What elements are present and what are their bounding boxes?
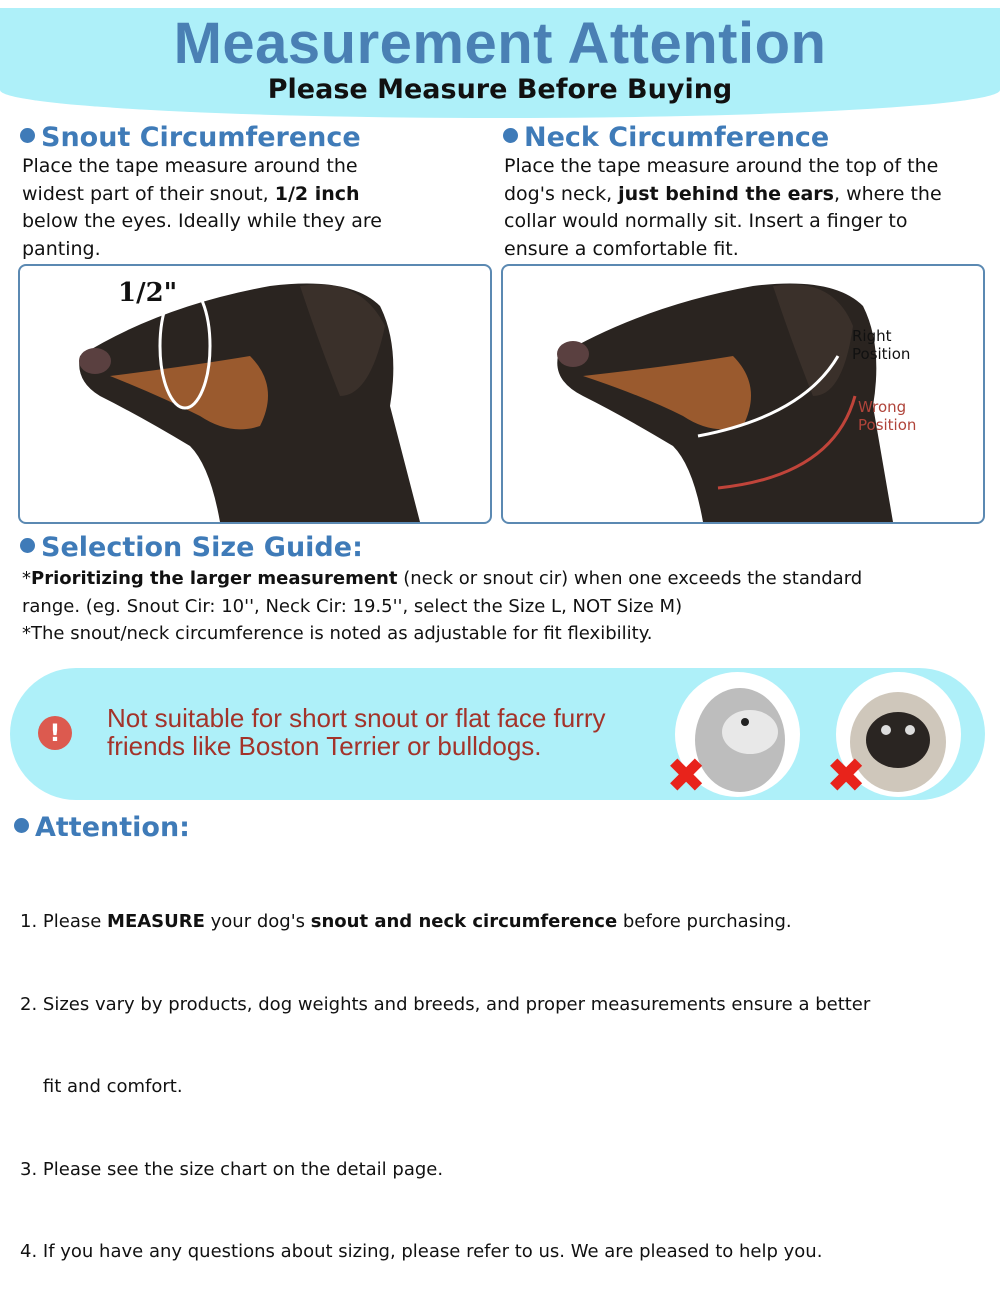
doberman-neck-image <box>557 283 893 522</box>
snout-description: Place the tape measure around the widest… <box>22 153 382 263</box>
text: collar would normally sit. Insert a fing… <box>504 210 908 232</box>
neck-heading: Neck Circumference <box>503 122 829 153</box>
text: * <box>22 568 31 589</box>
snout-photo <box>18 264 492 524</box>
bulldog-image <box>675 672 800 797</box>
snout-heading: Snout Circumference <box>20 122 361 153</box>
list-item: 2. Sizes vary by products, dog weights a… <box>20 993 871 1015</box>
attention-list: 1. Please MEASURE your dog's snout and n… <box>20 853 870 1293</box>
pug-picture <box>850 692 946 792</box>
page-subtitle: Please Measure Before Buying <box>267 74 733 105</box>
doberman-snout-image <box>79 282 420 522</box>
cross-icon: ✖ <box>826 748 867 804</box>
text: range. (eg. Snout Cir: 10'', Neck Cir: 1… <box>22 595 683 617</box>
list-item: fit and comfort. <box>20 1076 183 1097</box>
snout-heading-text: Snout Circumference <box>41 122 361 153</box>
attention-heading: Attention: <box>14 812 190 843</box>
neck-heading-text: Neck Circumference <box>524 122 830 153</box>
wrong-position-label: Wrong Position <box>858 398 916 434</box>
text: Place the tape measure around the top of… <box>504 155 939 177</box>
right-position-label: Right Position <box>852 327 910 363</box>
header-band <box>0 8 1000 118</box>
text: *The snout/neck circumference is noted a… <box>22 623 653 644</box>
bulldog-picture <box>695 688 785 792</box>
text: Right <box>852 327 892 345</box>
bold-text: 1/2 inch <box>274 182 360 205</box>
text: Not suitable for short snout or flat fac… <box>107 703 606 733</box>
text: friends like Boston Terrier or bulldogs. <box>107 731 542 761</box>
size-guide-text: *Prioritizing the larger measurement (ne… <box>22 565 862 648</box>
text: , where the <box>833 182 942 205</box>
bullet-icon <box>20 128 35 143</box>
page-title: Measurement Attention <box>173 11 827 76</box>
text: Place the tape measure around the <box>22 155 358 177</box>
bullet-icon <box>14 818 29 833</box>
half-inch-label: 1/2" <box>118 278 178 308</box>
text: Position <box>858 416 917 434</box>
list-item: 3. Please see the size chart on the deta… <box>20 1158 444 1180</box>
warning-text: Not suitable for short snout or flat fac… <box>107 704 606 760</box>
size-guide-heading-text: Selection Size Guide: <box>41 532 363 563</box>
neck-photo <box>501 264 985 524</box>
warning-banner <box>10 668 985 800</box>
pug-image <box>836 672 961 797</box>
bullet-icon <box>20 538 35 553</box>
size-guide-heading: Selection Size Guide: <box>20 532 363 563</box>
text: (neck or snout cir) when one exceeds the… <box>397 568 863 589</box>
text: panting. <box>22 237 101 260</box>
bullet-icon <box>503 128 518 143</box>
cross-icon: ✖ <box>666 748 707 804</box>
text: dog's neck, <box>504 182 619 205</box>
text: below the eyes. Ideally while they are <box>22 210 382 232</box>
list-item: 4. If you have any questions about sizin… <box>20 1241 823 1262</box>
text: Position <box>852 345 911 363</box>
attention-heading-text: Attention: <box>35 812 190 843</box>
neck-description: Place the tape measure around the top of… <box>504 153 942 263</box>
text: ensure a comfortable fit. <box>504 237 739 260</box>
text: Wrong <box>858 398 907 416</box>
bold-text: Prioritizing the larger measurement <box>31 568 398 589</box>
text: widest part of their snout, <box>22 182 275 205</box>
list-item: 1. Please MEASURE your dog's snout and n… <box>20 911 792 932</box>
exclamation-icon: ! <box>38 716 72 750</box>
bold-text: just behind the ears <box>618 182 834 205</box>
